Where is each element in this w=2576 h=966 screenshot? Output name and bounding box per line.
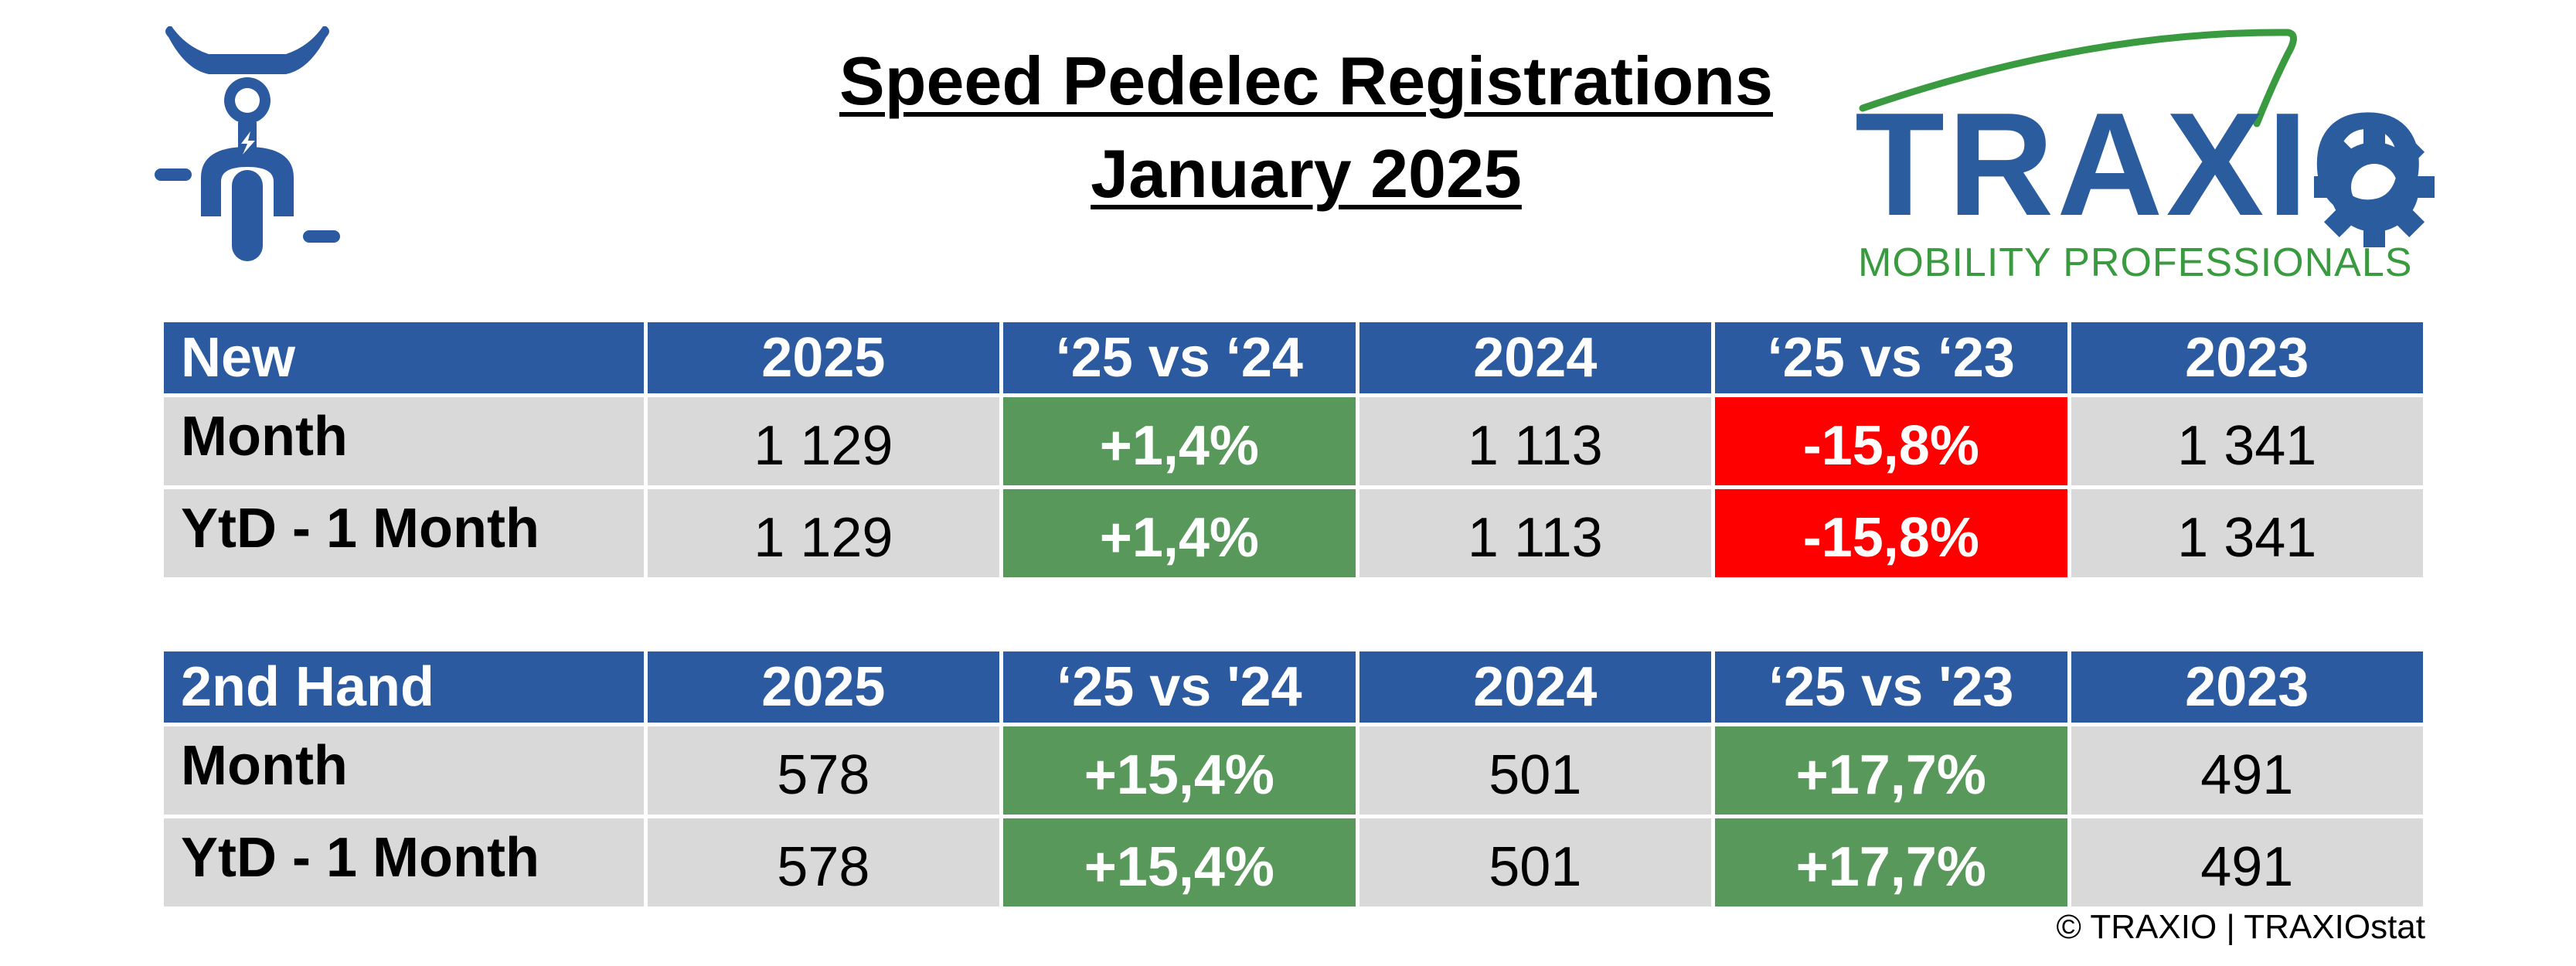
logo-tagline: MOBILITY PROFESSIONALS <box>1858 240 2413 285</box>
row-label: Month <box>164 397 644 485</box>
table-row: YtD - 1 Month 578 +15,4% 501 +17,7% 491 <box>164 818 2423 906</box>
header-vs-24: ‘25 vs '24 <box>1003 651 1356 723</box>
copyright-footer: © TRAXIO | TRAXIOstat <box>2056 908 2425 946</box>
change-vs-24: +15,4% <box>1003 726 1356 815</box>
table-row: Month 578 +15,4% 501 +17,7% 491 <box>164 726 2423 815</box>
header-2025: 2025 <box>647 322 1000 393</box>
header-2023: 2023 <box>2071 322 2423 393</box>
value-2025: 578 <box>647 726 1000 815</box>
value-2023: 1 341 <box>2071 489 2423 577</box>
header-2023: 2023 <box>2071 651 2423 723</box>
value-2024: 1 113 <box>1359 397 1712 485</box>
second-hand-registrations-table: 2nd Hand 2025 ‘25 vs '24 2024 ‘25 vs '23… <box>160 648 2427 910</box>
table-row: Month 1 129 +1,4% 1 113 -15,8% 1 341 <box>164 397 2423 485</box>
value-2023: 491 <box>2071 818 2423 906</box>
change-vs-23: -15,8% <box>1715 397 2067 485</box>
value-2024: 501 <box>1359 726 1712 815</box>
gear-icon <box>2314 127 2435 247</box>
value-2025: 578 <box>647 818 1000 906</box>
header-section: New <box>164 322 644 393</box>
value-2023: 491 <box>2071 726 2423 815</box>
title-line-2: January 2025 <box>1091 135 1522 212</box>
page-title: Speed Pedelec Registrations January 2025 <box>680 35 1932 220</box>
value-2025: 1 129 <box>647 489 1000 577</box>
logo-swoosh <box>1859 29 2435 247</box>
new-registrations-table: New 2025 ‘25 vs ‘24 2024 ‘25 vs ‘23 2023… <box>160 318 2427 581</box>
value-2025: 1 129 <box>647 397 1000 485</box>
header-vs-23: ‘25 vs '23 <box>1715 651 2067 723</box>
value-2023: 1 341 <box>2071 397 2423 485</box>
change-vs-24: +1,4% <box>1003 489 1356 577</box>
row-label: YtD - 1 Month <box>164 489 644 577</box>
table-row: YtD - 1 Month 1 129 +1,4% 1 113 -15,8% 1… <box>164 489 2423 577</box>
row-label: YtD - 1 Month <box>164 818 644 906</box>
logo-wordmark: TRAXIO <box>1855 83 2428 247</box>
title-line-1: Speed Pedelec Registrations <box>839 43 1773 119</box>
header-section: 2nd Hand <box>164 651 644 723</box>
value-2024: 501 <box>1359 818 1712 906</box>
header-vs-23: ‘25 vs ‘23 <box>1715 322 2067 393</box>
table-header-row: 2nd Hand 2025 ‘25 vs '24 2024 ‘25 vs '23… <box>164 651 2423 723</box>
change-vs-24: +15,4% <box>1003 818 1356 906</box>
header-vs-24: ‘25 vs ‘24 <box>1003 322 1356 393</box>
header-2024: 2024 <box>1359 651 1712 723</box>
header-2025: 2025 <box>647 651 1000 723</box>
table-header-row: New 2025 ‘25 vs ‘24 2024 ‘25 vs ‘23 2023 <box>164 322 2423 393</box>
change-vs-23: +17,7% <box>1715 818 2067 906</box>
speed-pedelec-rider-icon <box>155 26 340 261</box>
change-vs-24: +1,4% <box>1003 397 1356 485</box>
change-vs-23: -15,8% <box>1715 489 2067 577</box>
traxio-logo: TRAXIO MOBILITY PROFESSIONALS <box>1855 23 2442 284</box>
value-2024: 1 113 <box>1359 489 1712 577</box>
row-label: Month <box>164 726 644 815</box>
header-2024: 2024 <box>1359 322 1712 393</box>
change-vs-23: +17,7% <box>1715 726 2067 815</box>
